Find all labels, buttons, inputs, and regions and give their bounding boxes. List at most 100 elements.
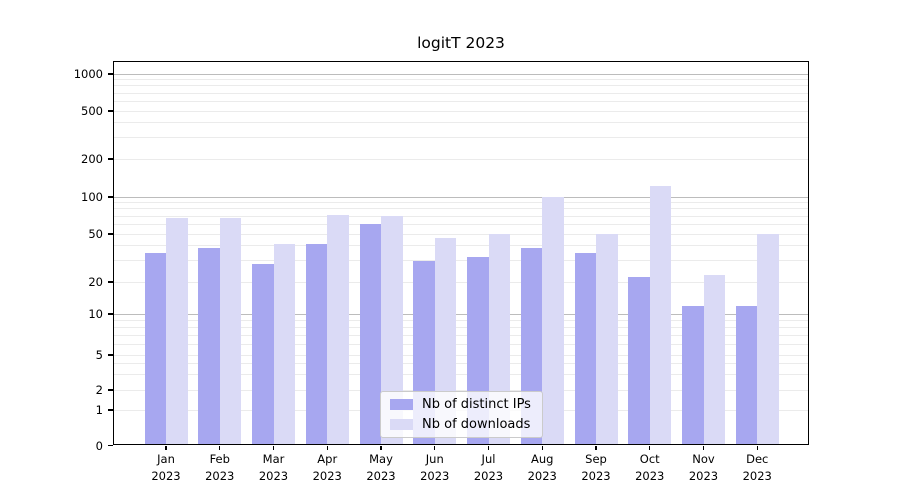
legend-label-downloads: Nb of downloads [422,417,531,432]
x-tick-mark [380,446,382,450]
bar-ips-apr [305,244,328,445]
x-tick-label: Oct 2023 [635,452,665,483]
minor-gridline [113,374,809,375]
x-tick-mark [165,446,167,450]
bar-ips-nov [682,305,704,445]
major-gridline [113,313,809,315]
bar-downloads-jan [166,218,188,445]
major-gridline [113,196,809,198]
bar-ips-oct [628,277,650,445]
x-tick-label: Aug 2023 [527,452,557,483]
bar-downloads-may [381,216,403,445]
x-tick-label: Sep 2023 [581,452,611,483]
legend-entry-downloads: Nb of downloads [390,417,533,432]
y-tick-label: 500 [81,104,103,118]
y-tick-label: 10 [88,307,103,321]
bar-downloads-oct [649,185,672,445]
x-tick-label: Dec 2023 [742,452,772,483]
x-tick-mark [434,446,436,450]
x-tick-label: May 2023 [366,452,396,483]
legend-label-distinct-ips: Nb of distinct IPs [422,397,531,412]
minor-gridline [113,137,809,139]
legend-swatch-distinct-ips [390,399,413,410]
minor-gridline [113,233,809,235]
minor-gridline [113,326,809,328]
major-gridline [113,73,809,75]
y-tick-label: 5 [95,348,103,362]
bar-downloads-aug [542,197,564,445]
minor-gridline [113,245,809,247]
minor-gridline [113,223,809,225]
bar-ips-may [359,224,381,445]
x-tick-label: Nov 2023 [688,452,719,483]
x-tick-label: Feb 2023 [205,452,235,483]
y-tick-mark [108,409,113,411]
y-tick-mark [108,233,113,235]
x-tick-label: Jan 2023 [151,452,181,483]
minor-gridline [113,354,809,356]
y-tick-label: 200 [81,152,103,166]
minor-gridline [113,208,809,210]
bar-downloads-dec [757,234,779,445]
y-tick-label: 100 [81,190,103,204]
minor-gridline [113,202,809,204]
x-tick-label: Jun 2023 [420,452,450,483]
minor-gridline [113,85,809,87]
legend: Nb of distinct IPs Nb of downloads [380,391,543,438]
bar-downloads-mar [273,244,295,445]
x-tick-mark [326,446,328,450]
y-tick-mark [108,389,113,391]
x-tick-label: Mar 2023 [258,452,289,483]
minor-gridline [113,363,809,365]
y-tick-mark [108,73,113,75]
x-tick-label: Jul 2023 [473,452,504,483]
y-tick-label: 50 [88,227,103,241]
bar-downloads-feb [219,217,242,445]
minor-gridline [113,79,809,81]
chart-title: logitT 2023 [417,34,505,52]
x-tick-mark [219,446,221,450]
x-tick-mark [649,446,651,450]
minor-gridline [113,281,809,283]
y-tick-label: 2 [95,383,103,397]
minor-gridline [113,334,809,336]
x-tick-label: Apr 2023 [312,452,342,483]
minor-gridline [113,215,809,217]
y-tick-mark [108,313,113,315]
y-tick-mark [108,444,113,447]
minor-gridline [113,319,809,321]
x-tick-mark [272,446,275,450]
y-tick-label: 20 [88,275,103,289]
minor-gridline [113,158,809,160]
minor-gridline [113,110,809,112]
x-tick-mark [702,446,705,450]
plot-area [113,61,809,445]
bar-downloads-sep [596,234,618,445]
minor-gridline [113,343,809,345]
bar-ips-feb [198,248,220,445]
y-tick-mark [108,110,113,112]
x-tick-mark [595,446,597,450]
y-tick-mark [108,354,113,356]
legend-entry-distinct-ips: Nb of distinct IPs [390,397,533,412]
x-tick-mark [487,446,490,450]
x-tick-mark [541,446,543,450]
minor-gridline [113,92,809,94]
minor-gridline [113,122,809,124]
legend-swatch-downloads [390,419,413,430]
minor-gridline [113,260,809,262]
y-tick-mark [108,196,113,198]
y-tick-mark [108,281,113,283]
bar-ips-jan [144,252,166,445]
bar-ips-mar [252,264,274,445]
y-tick-mark [108,158,113,160]
y-tick-label: 1 [95,403,103,417]
bar-ips-dec [735,305,758,445]
bar-ips-sep [574,252,596,445]
x-tick-mark [756,446,758,450]
bar-downloads-nov [703,274,725,445]
y-tick-label: 0 [95,438,103,453]
y-tick-label: 1000 [73,67,103,81]
minor-gridline [113,389,809,391]
